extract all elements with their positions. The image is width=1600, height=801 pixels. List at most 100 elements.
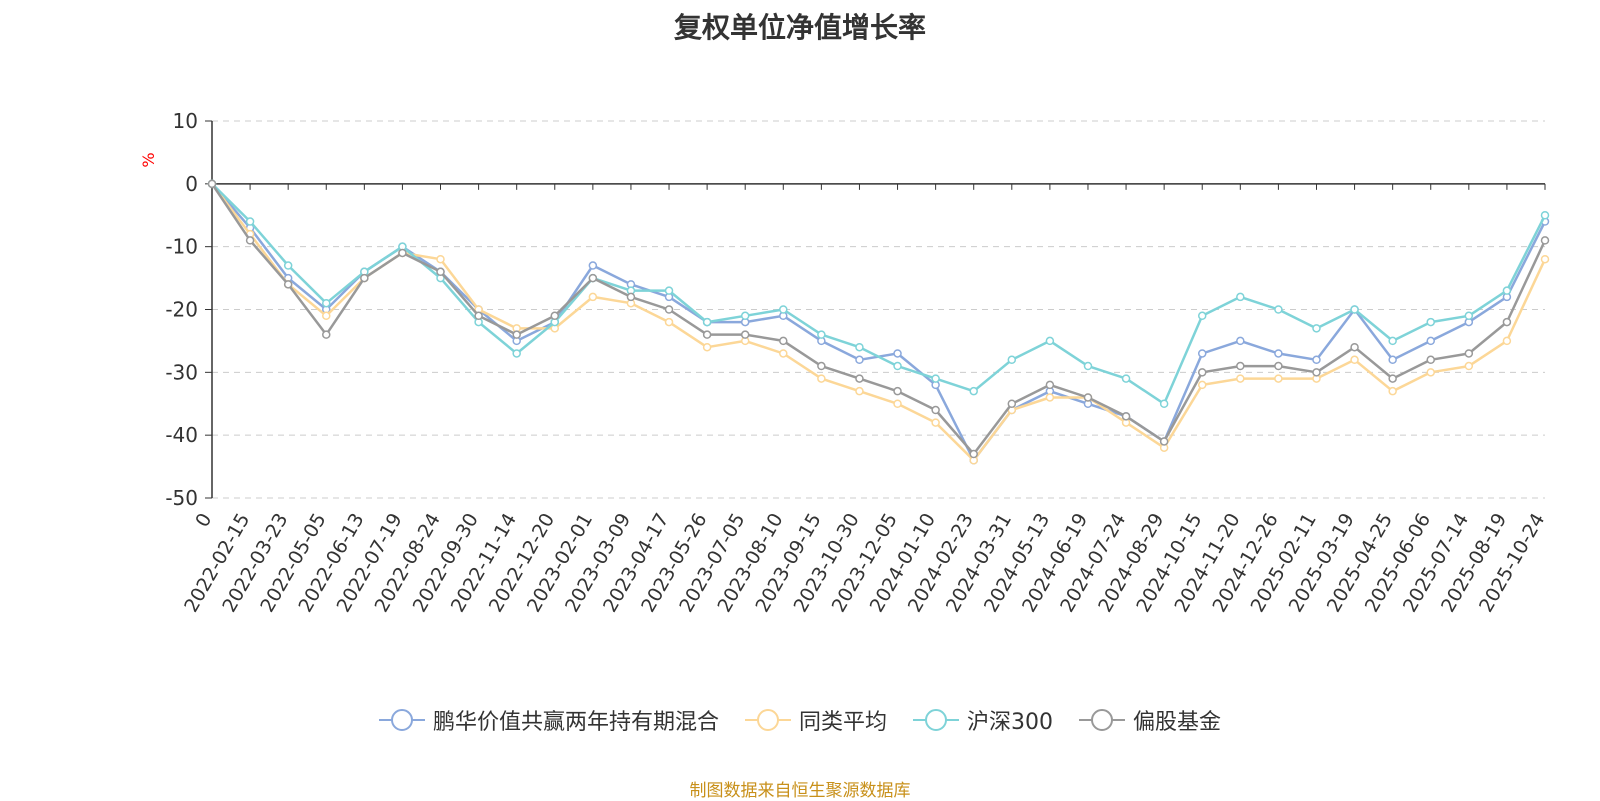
chart-title: 复权单位净值增长率 (673, 11, 926, 44)
data-point (1312, 324, 1321, 333)
data-point (1426, 317, 1435, 327)
legend-marker-icon (913, 707, 959, 733)
data-point (1197, 368, 1207, 377)
legend-marker-icon (1079, 707, 1125, 733)
data-point (245, 217, 255, 226)
data-point (1159, 437, 1169, 446)
data-point (1426, 336, 1435, 346)
data-point (1540, 236, 1550, 245)
data-point (1236, 374, 1245, 383)
data-point (1388, 374, 1397, 383)
y-grid (212, 120, 1545, 499)
data-point (1426, 355, 1435, 365)
data-point (1502, 286, 1512, 295)
data-point (893, 361, 902, 371)
data-point (474, 311, 483, 321)
data-point (855, 374, 864, 383)
data-point (969, 386, 978, 396)
data-point (779, 305, 788, 314)
data-point (1007, 355, 1017, 365)
data-point (1540, 254, 1550, 264)
data-point (1274, 361, 1283, 371)
data-point (1502, 336, 1512, 346)
data-point (512, 330, 521, 339)
line-chart: 10 0 -10 -20 -30 -40 -50 02022-02-152022-03-23… (139, 109, 1550, 616)
data-point (1388, 386, 1397, 396)
legend-label: 鹏华价值共赢两年持有期混合 (432, 710, 719, 735)
data-point (1007, 399, 1017, 408)
data-point (702, 330, 712, 339)
data-point (664, 317, 674, 327)
data-point (1312, 368, 1321, 377)
data-point (512, 349, 521, 358)
data-point (1236, 292, 1245, 302)
data-point (855, 342, 864, 352)
data-point (1159, 399, 1169, 408)
series-1 (207, 179, 1550, 465)
y-unit-label: % (139, 152, 158, 167)
series-line (210, 183, 1547, 456)
data-point (283, 280, 293, 289)
legend-label: 同类平均 (798, 710, 887, 735)
legend-label: 偏股基金 (1133, 710, 1222, 735)
data-point (664, 286, 674, 295)
data-point (893, 399, 902, 408)
data-point (283, 261, 293, 270)
data-point (398, 248, 407, 258)
x-axis: 02022-02-152022-03-232022-05-052022-06-1… (180, 183, 1549, 616)
data-point (1464, 349, 1474, 358)
data-point (360, 273, 369, 283)
series-2 (207, 179, 1550, 465)
data-point (817, 361, 826, 371)
data-point (893, 349, 902, 358)
data-point (1083, 393, 1093, 402)
data-point (550, 311, 560, 321)
data-point (1312, 355, 1321, 365)
data-point (855, 386, 864, 396)
legend-item[interactable]: 同类平均 (744, 704, 887, 736)
data-point (931, 405, 940, 415)
data-point (436, 267, 445, 277)
data-point (931, 418, 940, 427)
data-point (1350, 355, 1359, 365)
data-point (1350, 305, 1359, 314)
source-credit: 制图数据来自恒生聚源数据库 (689, 781, 911, 801)
data-point (1197, 380, 1207, 390)
data-point (1388, 355, 1397, 365)
data-point (740, 330, 750, 339)
data-point (1502, 317, 1512, 327)
y-tick-label: -20 (165, 298, 198, 322)
legend-item[interactable]: 偏股基金 (1079, 704, 1221, 736)
data-point (779, 336, 788, 346)
series-line (211, 182, 1547, 462)
data-point (779, 349, 788, 358)
data-point (1045, 393, 1055, 402)
series-3 (207, 179, 1550, 408)
y-tick-label: -40 (165, 423, 198, 447)
legend-marker-icon (744, 707, 791, 733)
data-point (1540, 211, 1550, 220)
data-point (931, 374, 940, 383)
series-line (211, 182, 1547, 406)
series-lines (207, 179, 1550, 465)
y-tick-label: 0 (185, 172, 198, 196)
data-point (1121, 374, 1131, 383)
data-point (322, 298, 331, 308)
data-point (1274, 349, 1283, 358)
data-point (893, 386, 902, 396)
data-point (1197, 349, 1207, 358)
data-point (1274, 305, 1283, 314)
data-point (1426, 368, 1435, 377)
y-tick-label: -30 (165, 360, 198, 384)
data-point (1083, 361, 1093, 371)
data-point (817, 330, 826, 339)
data-point (588, 292, 598, 302)
legend-item[interactable]: 沪深300 (913, 704, 1053, 736)
legend-item[interactable]: 鹏华价值共赢两年持有期混合 (378, 704, 719, 736)
x-tick-label: 0 (191, 510, 216, 531)
legend-marker-icon (378, 707, 425, 733)
data-point (322, 311, 331, 321)
data-point (436, 254, 445, 264)
data-point (1464, 311, 1474, 321)
data-point (588, 273, 598, 283)
